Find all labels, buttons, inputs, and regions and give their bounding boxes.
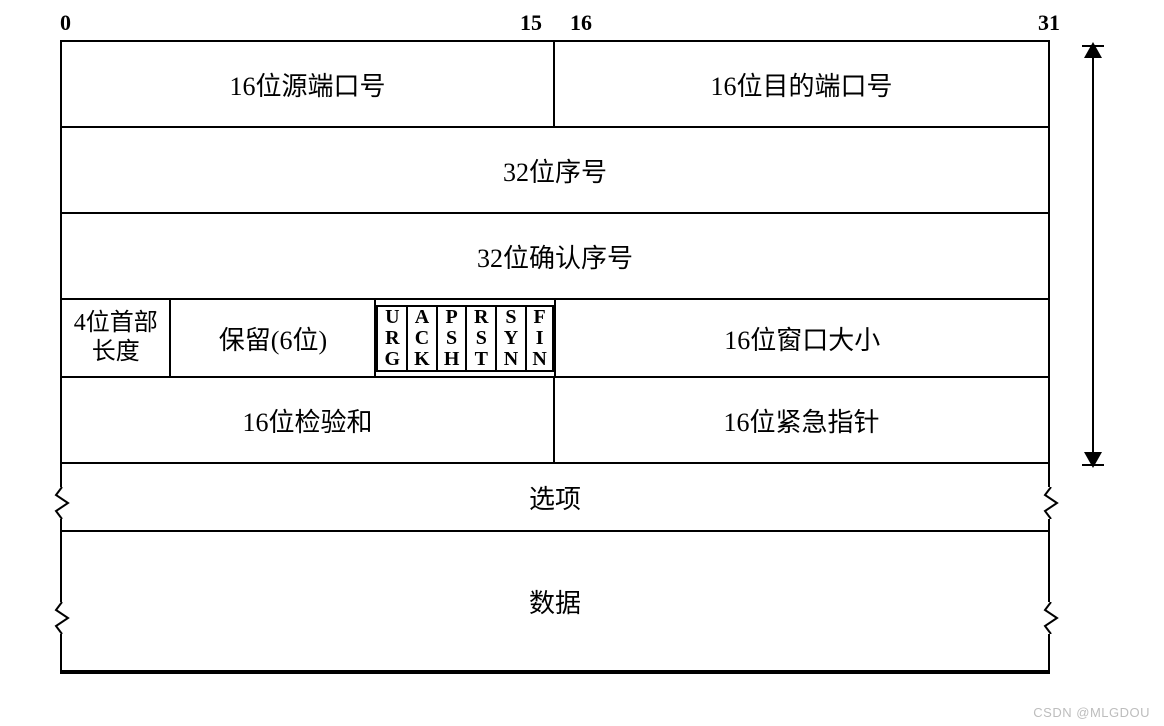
header-table: 16位源端口号 16位目的端口号 32位序号 32位确认序号 4位首部长度 保留… — [60, 40, 1050, 674]
row-ports: 16位源端口号 16位目的端口号 — [62, 42, 1048, 128]
bit-label-31: 31 — [1038, 10, 1060, 36]
arrow-tick-bottom — [1082, 464, 1104, 466]
bit-label-0: 0 — [60, 10, 71, 36]
field-sequence-number: 32位序号 — [62, 128, 1048, 212]
flag-syn: SYN — [495, 305, 525, 372]
flag-fin: FIN — [525, 305, 555, 372]
row-flags: 4位首部长度 保留(6位) URG ACK PSH RST SYN FIN 16… — [62, 300, 1048, 378]
row-options: 选项 — [62, 464, 1048, 532]
row-seq: 32位序号 — [62, 128, 1048, 214]
field-dest-port: 16位目的端口号 — [555, 42, 1048, 126]
flag-ack: ACK — [406, 305, 436, 372]
field-flags: URG ACK PSH RST SYN FIN — [376, 300, 556, 376]
field-data: 数据 — [62, 532, 1048, 670]
bit-label-16: 16 — [570, 10, 592, 36]
header-height-arrow — [1062, 42, 1122, 462]
break-mark-icon — [53, 602, 71, 634]
field-window-size: 16位窗口大小 — [556, 300, 1048, 376]
field-checksum: 16位检验和 — [62, 378, 555, 462]
row-data: 数据 — [62, 532, 1048, 672]
arrow-line — [1092, 50, 1094, 460]
field-ack-number: 32位确认序号 — [62, 214, 1048, 298]
watermark-text: CSDN @MLGDOU — [1033, 705, 1150, 720]
flag-urg: URG — [376, 305, 406, 372]
break-mark-icon — [1042, 602, 1060, 634]
row-checksum-urgent: 16位检验和 16位紧急指针 — [62, 378, 1048, 464]
field-source-port: 16位源端口号 — [62, 42, 555, 126]
bit-label-15: 15 — [520, 10, 542, 36]
field-options: 选项 — [62, 464, 1048, 530]
flag-psh: PSH — [436, 305, 466, 372]
bit-scale: 0 15 16 31 — [60, 10, 1130, 40]
row-ack: 32位确认序号 — [62, 214, 1048, 300]
field-reserved: 保留(6位) — [171, 300, 376, 376]
field-header-length: 4位首部长度 — [62, 300, 171, 376]
break-mark-icon — [53, 487, 71, 519]
tcp-header-diagram: 0 15 16 31 16位源端口号 16位目的端口号 32位序号 32位确认序… — [60, 10, 1130, 674]
break-mark-icon — [1042, 487, 1060, 519]
flag-rst: RST — [465, 305, 495, 372]
field-urgent-pointer: 16位紧急指针 — [555, 378, 1048, 462]
